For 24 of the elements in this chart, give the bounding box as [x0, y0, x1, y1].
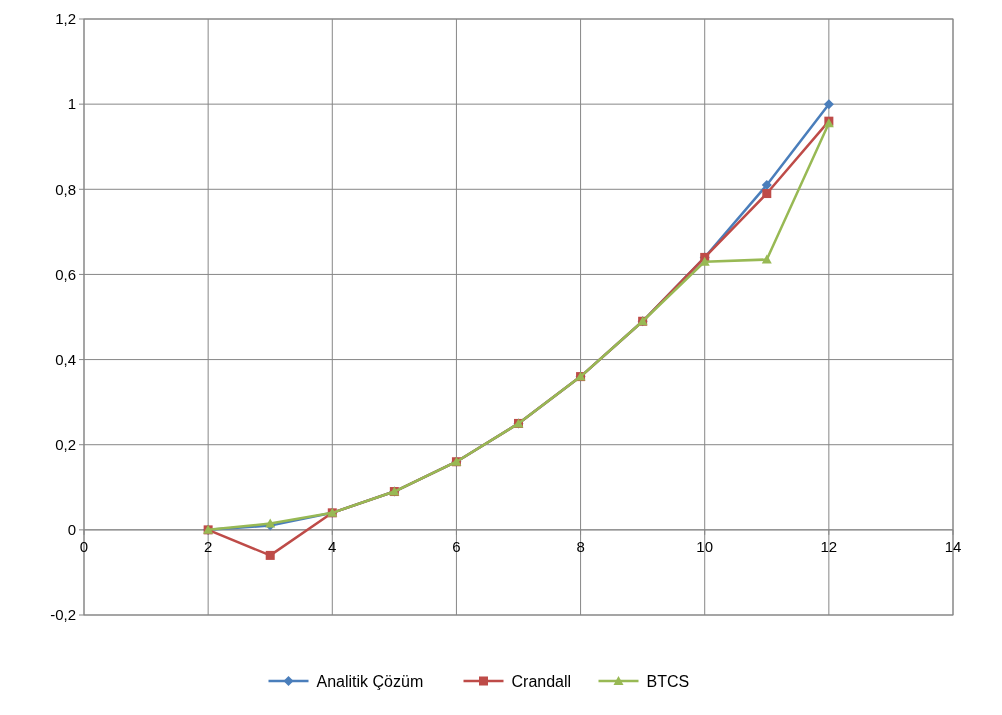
x-tick-label: 4: [328, 537, 337, 555]
x-tick-label: 14: [944, 537, 962, 555]
x-tick-label: 6: [452, 537, 461, 555]
legend-label: BTCS: [646, 672, 690, 690]
y-tick-label: 1: [67, 95, 76, 113]
point: [699, 256, 710, 266]
y-tick-label: 0: [67, 521, 76, 539]
y-tick-label: 0,4: [55, 350, 76, 368]
y-tick-label: -0,2: [50, 606, 76, 624]
y-tick-label: 0,2: [55, 435, 76, 453]
x-tick-label: 10: [696, 537, 714, 555]
legend-label: Crandall: [511, 672, 572, 690]
legend-label: Analitik Çözüm: [316, 672, 424, 690]
point: [761, 254, 772, 264]
y-tick-label: 1,2: [55, 10, 76, 28]
x-tick-label: 2: [203, 537, 213, 555]
y-tick-label: 0,8: [55, 180, 76, 198]
y-tick-label: 0,6: [55, 265, 76, 283]
point: [823, 99, 834, 110]
x-tick-label: 8: [576, 537, 585, 555]
point: [762, 189, 772, 199]
x-tick-label: 12: [820, 537, 838, 555]
x-tick-label: 0: [79, 537, 89, 555]
point: [265, 550, 275, 560]
